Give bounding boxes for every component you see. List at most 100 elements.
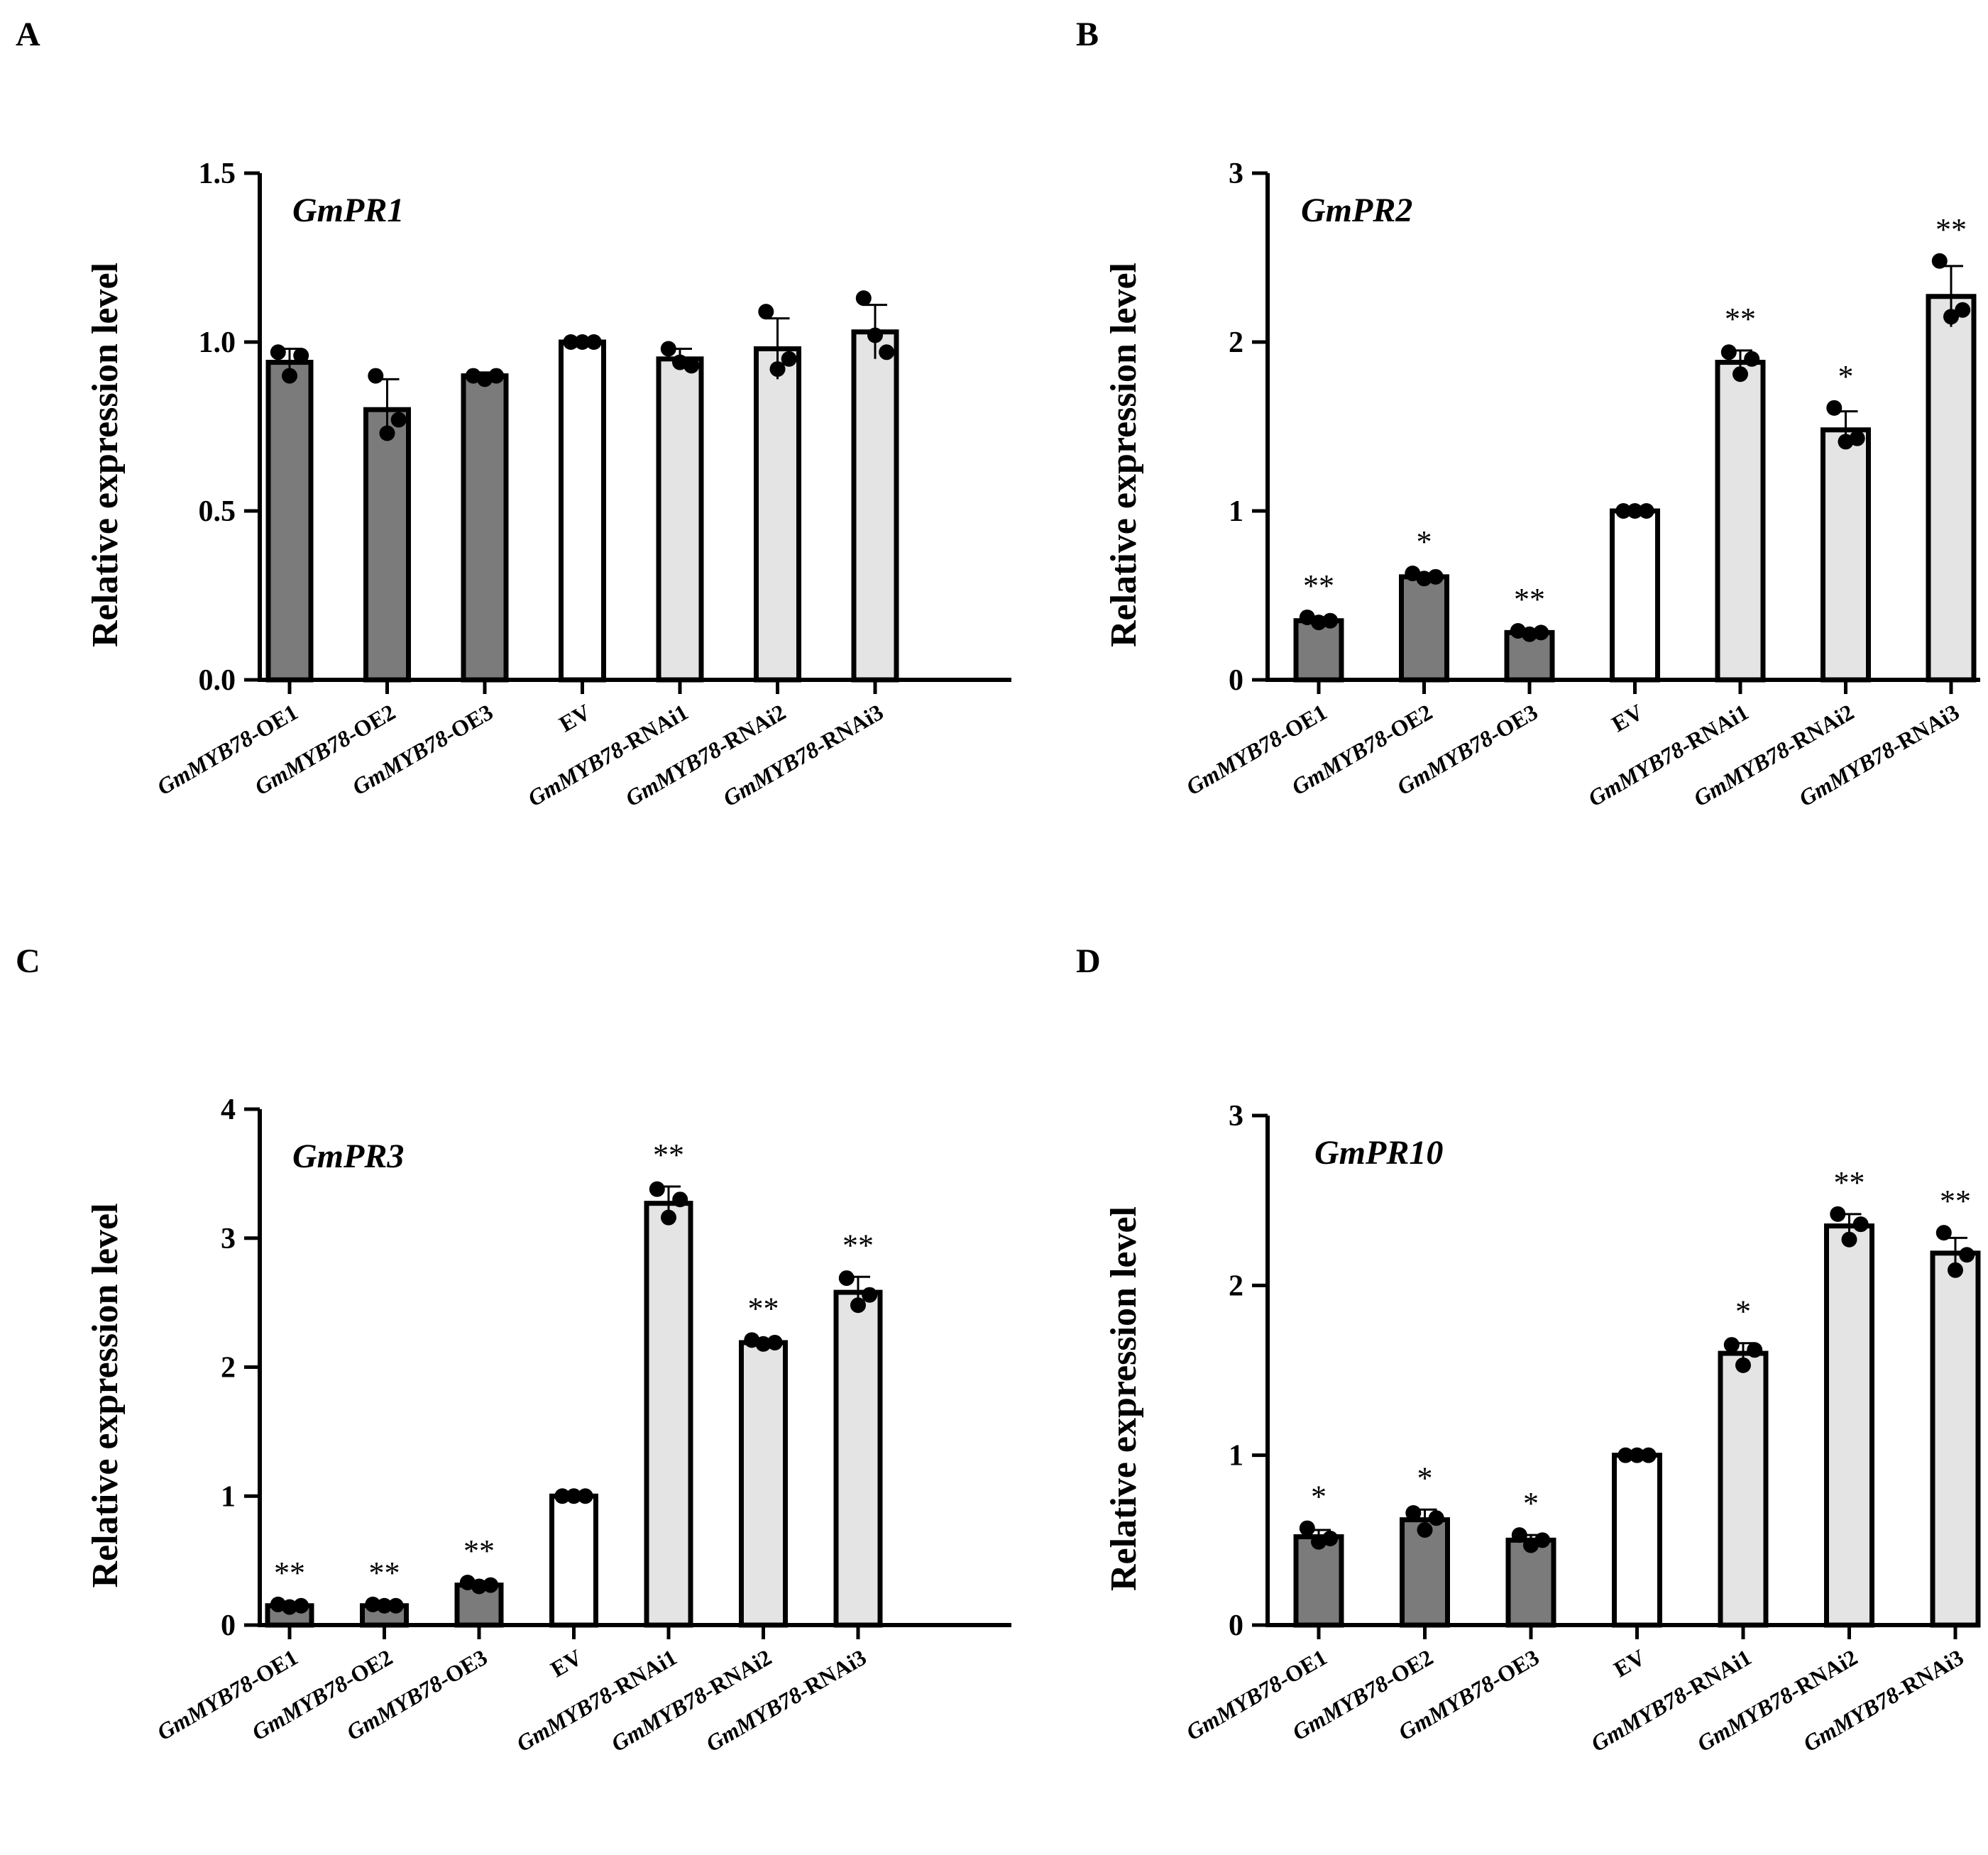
bar <box>1820 427 1871 683</box>
data-point <box>563 334 579 350</box>
data-point <box>769 361 786 378</box>
chart-title: GmPR10 <box>1314 1134 1443 1172</box>
data-point <box>1322 1530 1339 1546</box>
data-point <box>1511 1527 1527 1543</box>
bar <box>739 1340 788 1628</box>
y-tick-label: 4 <box>221 1094 236 1126</box>
data-point <box>379 425 395 441</box>
significance-label: ** <box>463 1534 495 1568</box>
category-gene: GmMYB78 <box>153 725 257 800</box>
data-point <box>574 334 591 350</box>
data-point <box>1627 503 1643 519</box>
data-point <box>293 348 309 364</box>
data-point <box>586 334 602 350</box>
data-point <box>683 358 700 374</box>
y-axis-label: Relative expression level <box>85 263 126 647</box>
x-category-label: GmMYB78-RNAi2 <box>607 1644 776 1756</box>
bar <box>1926 294 1977 683</box>
bar <box>363 407 411 683</box>
chart-title: GmPR3 <box>292 1138 404 1175</box>
category-suffix: -OE2 <box>339 1644 397 1692</box>
category-suffix: -OE2 <box>1379 699 1437 747</box>
significance-label: ** <box>1834 1165 1865 1200</box>
data-point <box>838 1270 855 1287</box>
panel-letter: B <box>1076 16 1099 53</box>
y-tick-label: 0.0 <box>199 664 236 697</box>
data-point <box>1405 1505 1422 1521</box>
data-point <box>1615 503 1632 519</box>
y-tick-label: 2 <box>221 1352 236 1385</box>
category-suffix: -OE1 <box>244 1644 302 1692</box>
data-point <box>1534 1532 1551 1548</box>
data-point <box>1747 1342 1763 1358</box>
data-point <box>1618 1447 1634 1463</box>
y-axis-label: Relative expression level <box>85 1203 126 1587</box>
data-point <box>1931 253 1948 269</box>
y-tick-label: 1 <box>221 1480 236 1513</box>
significance-label: ** <box>1725 302 1756 336</box>
category-gene: GmMYB78 <box>153 1670 257 1745</box>
data-point <box>1852 1216 1869 1233</box>
data-point <box>781 351 797 367</box>
category-suffix: EV <box>547 1644 586 1682</box>
data-point <box>1841 1231 1857 1248</box>
data-point <box>1948 1262 1963 1278</box>
bar <box>549 1493 598 1628</box>
data-point <box>767 1334 783 1350</box>
category-suffix: -RNAi2 <box>1784 1644 1862 1704</box>
significance-label: ** <box>748 1291 779 1326</box>
y-tick-label: 0.5 <box>199 495 236 528</box>
significance-label: ** <box>1935 212 1967 247</box>
category-suffix: -OE2 <box>342 699 400 747</box>
panel-d: D GmPR10 Relative expression level 0 1 2 3 * GmM… <box>1076 942 1981 1756</box>
panel-c: C GmPR3 Relative expression level 0 1 2 3 4 ** Gm… <box>16 942 1011 1756</box>
panel-letter: C <box>16 942 40 980</box>
data-point <box>1416 571 1432 587</box>
data-point <box>1943 309 1959 325</box>
category-suffix: -RNAi3 <box>1887 699 1964 759</box>
data-point <box>1959 1247 1975 1263</box>
data-point <box>672 1191 688 1208</box>
significance-label: * <box>1735 1294 1751 1329</box>
category-gene: GmMYB78 <box>512 1681 616 1756</box>
bar <box>644 1201 693 1628</box>
category-gene: GmMYB78 <box>1583 736 1688 811</box>
data-point <box>879 344 895 360</box>
data-point <box>1826 400 1843 416</box>
category-gene: GmMYB78 <box>1182 1670 1286 1745</box>
category-suffix: -RNAi1 <box>1679 1644 1756 1704</box>
bar <box>461 373 509 683</box>
data-point <box>1311 615 1327 631</box>
x-category-label: EV <box>1608 699 1647 737</box>
data-point <box>1417 1521 1433 1538</box>
category-suffix: -RNAi1 <box>615 699 693 759</box>
data-point <box>1849 430 1865 446</box>
bar <box>559 339 606 683</box>
y-tick-label: 0 <box>221 1609 236 1642</box>
category-suffix: EV <box>1610 1644 1649 1682</box>
category-suffix: -RNAi2 <box>698 1644 776 1704</box>
data-point <box>1830 1206 1846 1222</box>
data-point <box>390 412 407 428</box>
data-point <box>1522 626 1537 642</box>
data-point <box>1640 1447 1657 1463</box>
x-category-label: GmMYB78-RNAi2 <box>621 699 790 811</box>
data-point <box>1935 1225 1952 1241</box>
category-suffix: -OE3 <box>1485 1644 1543 1692</box>
data-point <box>1732 366 1748 382</box>
panel-a: A GmPR1 Relative expression level 0.0 0.5 1.0… <box>16 16 1011 811</box>
significance-label: * <box>1417 1460 1433 1495</box>
bar <box>1718 1350 1769 1628</box>
bar <box>1610 508 1660 683</box>
data-point <box>1322 612 1339 629</box>
data-point <box>1720 344 1737 360</box>
data-point <box>554 1488 571 1504</box>
y-tick-label: 1.5 <box>199 158 236 190</box>
significance-label: * <box>1311 1480 1327 1514</box>
significance-label: ** <box>274 1556 305 1590</box>
category-suffix: -RNAi1 <box>604 1644 681 1704</box>
data-point <box>660 341 676 357</box>
x-category-label: EV <box>1610 1644 1649 1682</box>
